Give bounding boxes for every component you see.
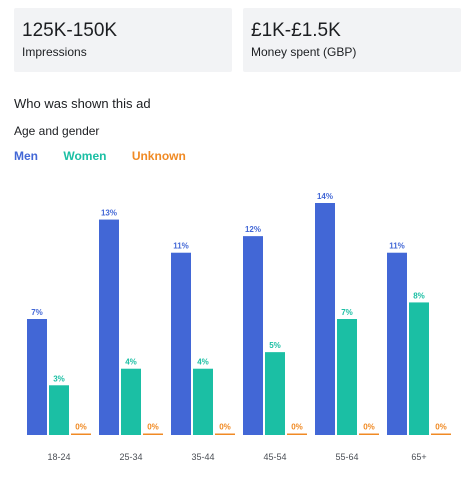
money-spent-label: Money spent (GBP) <box>251 45 357 59</box>
legend-women: Women <box>63 149 107 163</box>
bar-label-women-25-34: 4% <box>125 358 137 367</box>
section-title: Who was shown this ad <box>14 96 151 111</box>
bar-men-25-34 <box>99 219 119 435</box>
impressions-value: 125K-150K <box>22 20 118 41</box>
bar-unknown-65+ <box>431 433 451 435</box>
chart-legend: Men Women Unknown <box>14 149 208 163</box>
x-tick-35-44: 35-44 <box>191 452 214 462</box>
x-tick-65+: 65+ <box>411 452 426 462</box>
bar-label-unknown-65+: 0% <box>435 423 447 432</box>
bar-label-men-18-24: 7% <box>31 308 43 317</box>
bar-label-men-55-64: 14% <box>317 192 333 201</box>
breakdown-title: Age and gender <box>14 124 100 138</box>
x-tick-55-64: 55-64 <box>335 452 358 462</box>
bar-label-women-18-24: 3% <box>53 374 65 383</box>
money-spent-value: £1K-£1.5K <box>251 20 341 41</box>
impressions-label: Impressions <box>22 45 87 59</box>
bar-unknown-18-24 <box>71 433 91 435</box>
bar-women-25-34 <box>121 368 141 435</box>
bar-men-55-64 <box>315 203 335 435</box>
bar-label-men-25-34: 13% <box>101 209 117 218</box>
bar-unknown-45-54 <box>287 433 307 435</box>
bar-men-65+ <box>387 252 407 435</box>
bar-unknown-25-34 <box>143 433 163 435</box>
x-tick-18-24: 18-24 <box>47 452 70 462</box>
bar-women-18-24 <box>49 385 69 435</box>
bar-label-women-55-64: 7% <box>341 308 353 317</box>
bar-label-women-35-44: 4% <box>197 358 209 367</box>
impressions-card: 125K-150K Impressions <box>14 8 232 72</box>
x-tick-25-34: 25-34 <box>119 452 142 462</box>
bar-label-women-45-54: 5% <box>269 341 281 350</box>
bar-label-unknown-55-64: 0% <box>363 423 375 432</box>
bar-women-65+ <box>409 302 429 435</box>
bar-women-55-64 <box>337 319 357 435</box>
bar-women-45-54 <box>265 352 285 435</box>
bar-men-45-54 <box>243 236 263 435</box>
bar-label-men-65+: 11% <box>389 242 405 251</box>
bar-unknown-35-44 <box>215 433 235 435</box>
legend-unknown: Unknown <box>131 149 186 163</box>
bar-men-35-44 <box>171 252 191 435</box>
bar-label-men-35-44: 11% <box>173 242 189 251</box>
bar-label-unknown-25-34: 0% <box>147 423 159 432</box>
bar-label-men-45-54: 12% <box>245 225 261 234</box>
bar-label-unknown-35-44: 0% <box>219 423 231 432</box>
bar-label-unknown-18-24: 0% <box>75 423 87 432</box>
bar-men-18-24 <box>27 319 47 435</box>
age-gender-bar-chart: 7% 3% 0% 18-24 13% 4% 0% 25-34 11% 4% 0% 35-44 12% 5%… <box>27 192 451 462</box>
bar-label-women-65+: 8% <box>413 291 425 300</box>
legend-men: Men <box>14 149 38 163</box>
bar-unknown-55-64 <box>359 433 379 435</box>
bar-label-unknown-45-54: 0% <box>291 423 303 432</box>
x-tick-45-54: 45-54 <box>263 452 286 462</box>
money-spent-card: £1K-£1.5K Money spent (GBP) <box>243 8 461 72</box>
bar-women-35-44 <box>193 368 213 435</box>
